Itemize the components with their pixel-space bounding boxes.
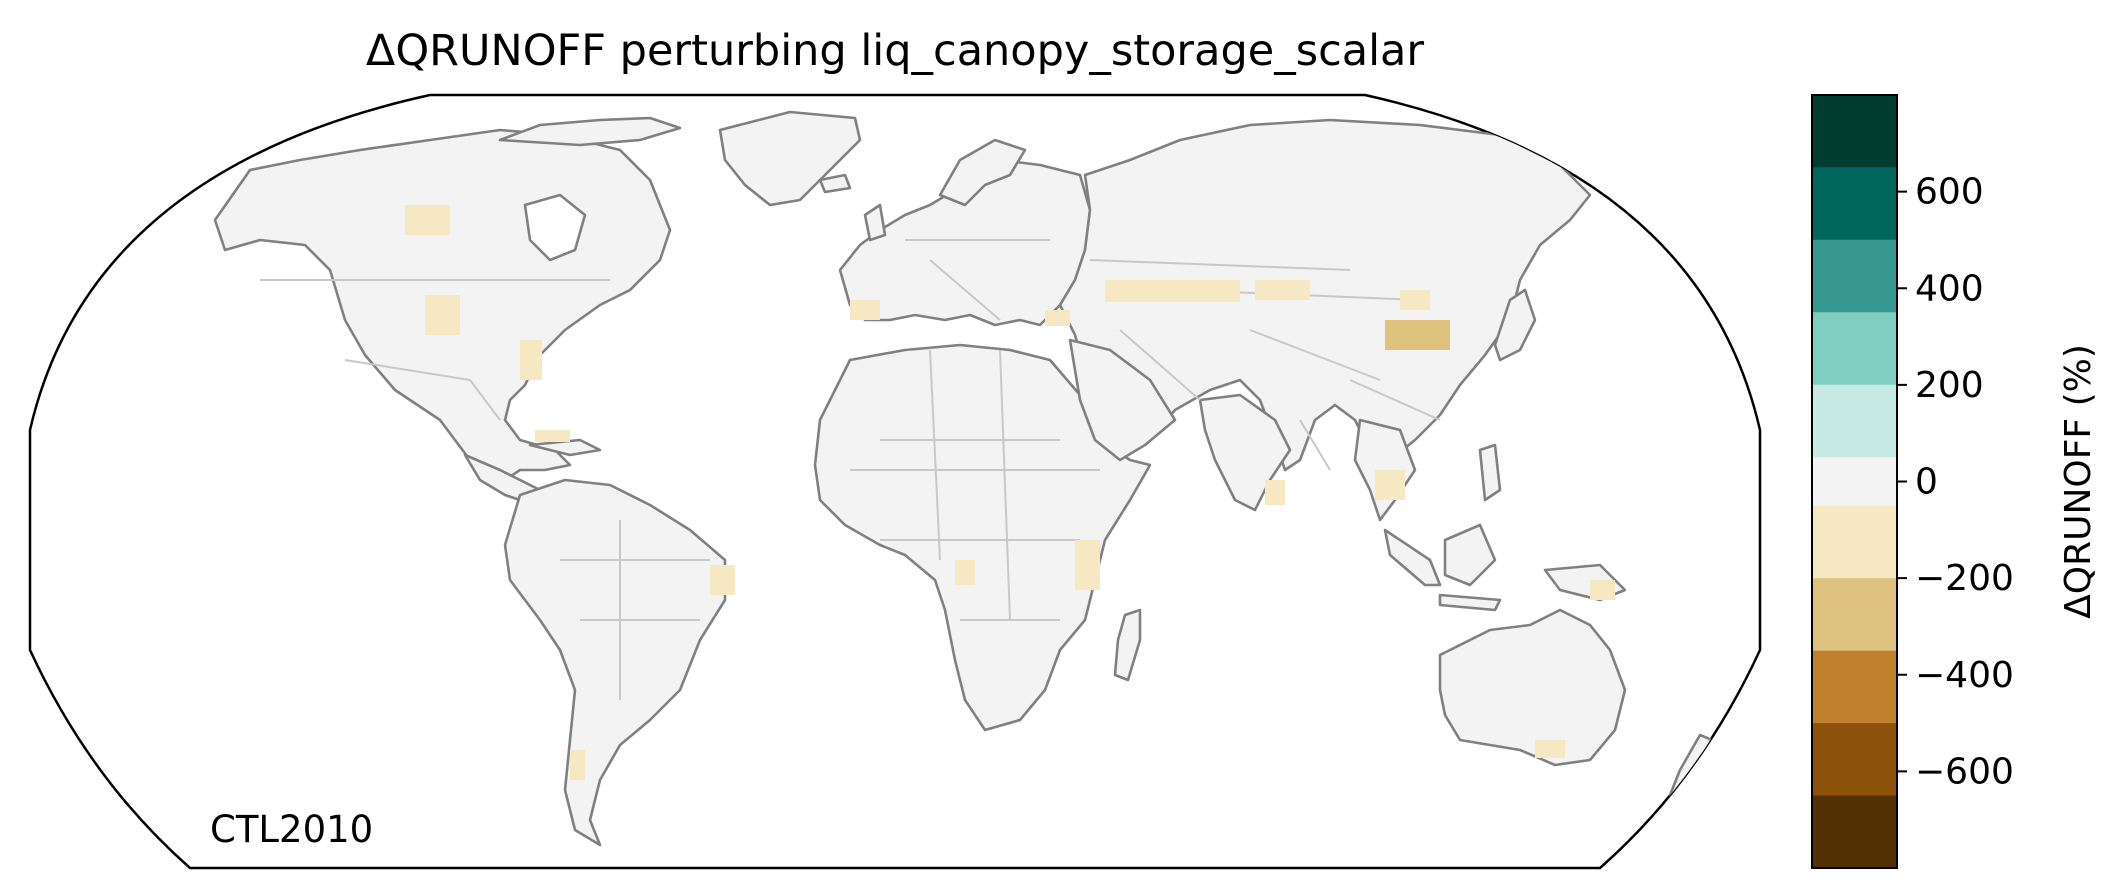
patch-us-plains — [425, 295, 460, 335]
greenland — [718, 110, 862, 207]
colorbar-bin — [1812, 312, 1897, 385]
scenario-label: CTL2010 — [210, 808, 374, 851]
british-isles — [863, 203, 887, 242]
patch-mongolia — [1400, 290, 1430, 310]
colorbar-bin — [1812, 457, 1897, 506]
colorbar-tick-label: −600 — [1915, 751, 2014, 792]
patch-patagonia — [570, 750, 585, 780]
patch-caribbean — [535, 430, 570, 442]
patch-us-southeast — [520, 340, 542, 380]
arabian-peninsula — [1068, 338, 1177, 462]
iceland — [818, 173, 852, 194]
colorbar-tick-label: 400 — [1915, 268, 1984, 309]
hudson-bay — [523, 193, 587, 262]
africa — [813, 343, 1152, 732]
australia — [1438, 608, 1627, 767]
colorbar-tick-label: 0 — [1915, 462, 1938, 503]
patch-southeast-asia — [1375, 470, 1405, 500]
patch-australia-east — [1590, 580, 1615, 600]
colorbar-bin — [1812, 795, 1897, 868]
colorbar-tick-label: −400 — [1915, 655, 2014, 696]
patch-iberia — [850, 300, 880, 320]
madagascar — [1113, 608, 1142, 682]
patch-central-asia-west — [1105, 280, 1240, 302]
colorbar-tick-label: 600 — [1915, 172, 1984, 213]
japan — [1493, 288, 1537, 362]
patch-canada-prairies — [405, 205, 450, 235]
patch-brazil-east — [710, 565, 735, 595]
colorbar-bin — [1812, 578, 1897, 651]
colorbar-bin — [1812, 723, 1897, 796]
map-title: ΔQRUNOFF perturbing liq_canopy_storage_s… — [365, 26, 1425, 76]
arctic-islands — [498, 116, 682, 147]
sumatra — [1383, 528, 1442, 587]
philippines — [1478, 443, 1502, 502]
patch-black-sea — [1045, 310, 1070, 326]
colorbar-tick-label: 200 — [1915, 365, 1984, 406]
colorbar-label: ΔQRUNOFF (%) — [2058, 344, 2099, 619]
south-america — [503, 478, 727, 847]
colorbar-bin — [1812, 384, 1897, 458]
colorbar-bin — [1812, 167, 1897, 240]
patch-india-south — [1265, 480, 1285, 505]
colorbar-bin — [1812, 650, 1897, 724]
anomaly-patches — [405, 205, 1615, 780]
colorbar: 600 400 200 0 −200 −400 −600 ΔQRUNOFF (%) — [1811, 94, 2099, 869]
patch-central-asia-east — [1255, 280, 1310, 300]
java — [1438, 593, 1502, 612]
colorbar-bin — [1812, 239, 1897, 313]
colorbar-tick-label: −200 — [1915, 558, 2014, 599]
colorbar-bin — [1812, 505, 1897, 579]
patch-east-africa — [1075, 540, 1100, 590]
patch-australia-south — [1535, 740, 1565, 758]
patch-north-china — [1385, 320, 1450, 350]
colorbar-bin — [1812, 95, 1897, 168]
patch-central-africa — [955, 560, 975, 585]
borneo — [1443, 523, 1497, 587]
country-borders — [260, 239, 1441, 700]
scandinavia — [938, 138, 1027, 207]
